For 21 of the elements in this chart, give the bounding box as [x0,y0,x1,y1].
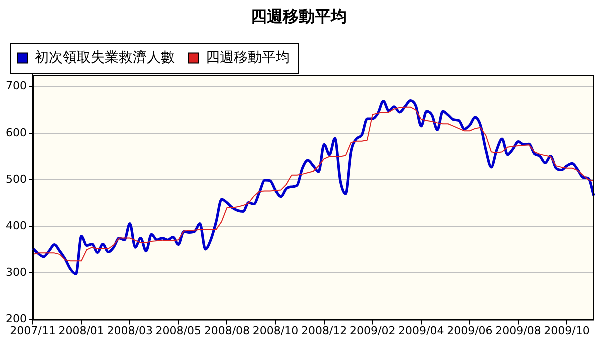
x-tick-label: 2008/08 [204,324,250,338]
x-tick-label: 2008/10 [252,324,299,338]
y-tick-label: 700 [6,80,27,93]
y-tick-label: 400 [6,219,27,232]
x-tick-label: 2009/02 [350,324,396,338]
x-tick-label: 2008/12 [301,324,348,338]
y-tick-label: 300 [6,266,27,280]
x-tick-label: 2009/04 [398,324,444,338]
x-tick-label: 2008/01 [58,324,104,338]
x-tick-label: 2008/03 [107,324,153,338]
y-tick-label: 600 [6,126,27,140]
legend-label: 初次領取失業救濟人數 [35,50,175,66]
legend-label: 四週移動平均 [206,50,290,66]
x-tick-label: 2008/05 [156,324,202,338]
y-tick-label: 500 [6,172,27,186]
x-tick-label: 2007/11 [10,324,56,338]
x-tick-label: 2009/10 [544,324,590,338]
x-tick-label: 2009/06 [447,324,493,338]
x-tick-label: 2009/08 [496,324,542,338]
chart-title: 四週移動平均 [251,6,347,26]
y-tick-label: 200 [6,312,27,326]
